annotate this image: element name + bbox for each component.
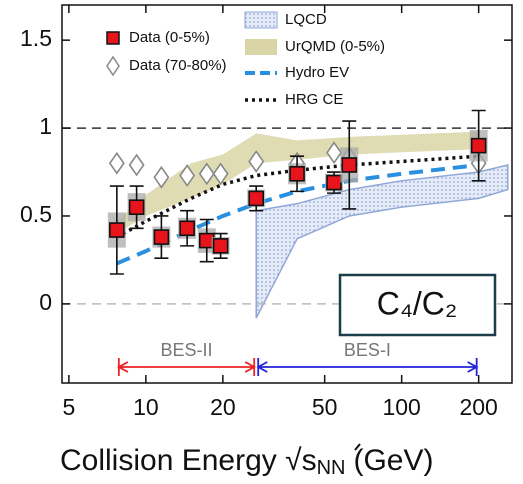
legend-entry: Data (0-5%) — [106, 29, 210, 46]
legend-entry: LQCD — [244, 11, 327, 29]
y-tick-label: 0.5 — [20, 201, 52, 227]
square-marker — [153, 229, 170, 245]
x-axis-label: Collision Energy √sNN (GeV) — [60, 444, 433, 479]
diamond-marker — [153, 165, 170, 189]
legend-entry: Data (70-80%) — [106, 55, 227, 77]
y-tick-label: 0 — [39, 289, 52, 315]
x-tick-label: 200 — [459, 394, 497, 420]
diamond-marker — [179, 164, 196, 187]
line — [116, 154, 479, 239]
diamond-marker — [326, 141, 343, 165]
legend-swatch — [106, 55, 120, 77]
diamond-marker — [212, 162, 229, 186]
plot-area — [62, 109, 512, 319]
diamond-marker — [198, 162, 215, 186]
x-tick-label: 5 — [62, 394, 75, 420]
legend-label: HRG CE — [285, 91, 343, 108]
square-marker — [179, 220, 195, 237]
legend-swatch — [106, 31, 120, 45]
y-tick-label: 1.5 — [20, 25, 52, 51]
diamond-marker — [128, 153, 145, 177]
x-tick-label: 100 — [382, 394, 420, 420]
label-box — [338, 273, 497, 337]
legend-label: LQCD — [285, 11, 327, 28]
square-marker — [341, 157, 358, 173]
legend-entry: Hydro EV — [245, 64, 349, 81]
y-tick-label: 1 — [39, 113, 52, 139]
x-tick-label: 20 — [210, 394, 236, 420]
x-tick-label: 50 — [312, 394, 338, 420]
legend-entry: UrQMD (0-5%) — [245, 38, 385, 55]
square-marker — [470, 137, 487, 154]
legend-label: Hydro EV — [285, 64, 349, 81]
legend-label: Data (0-5%) — [129, 29, 210, 46]
range-label: BES-I — [344, 340, 391, 360]
square-marker — [248, 190, 265, 207]
sqrt-decoration — [354, 443, 361, 451]
range-arrow — [256, 358, 479, 376]
square-marker — [326, 174, 342, 191]
legend-label: UrQMD (0-5%) — [285, 38, 385, 55]
square-marker — [289, 165, 305, 182]
range-label: BES-II — [161, 340, 213, 360]
legend-label: Data (70-80%) — [129, 57, 227, 74]
legend-entry: HRG CE — [245, 91, 343, 108]
range-arrow — [116, 358, 257, 376]
legend-swatch — [244, 11, 278, 29]
x-tick-label: 10 — [133, 394, 159, 420]
plot-frame — [61, 4, 513, 384]
legend-swatch — [245, 39, 277, 55]
square-marker — [212, 238, 229, 254]
box-label: C₄/C₂ — [377, 285, 458, 321]
square-marker — [128, 199, 145, 215]
diamond-marker — [248, 150, 265, 173]
diamond-marker — [108, 151, 125, 175]
square-marker — [109, 222, 125, 238]
